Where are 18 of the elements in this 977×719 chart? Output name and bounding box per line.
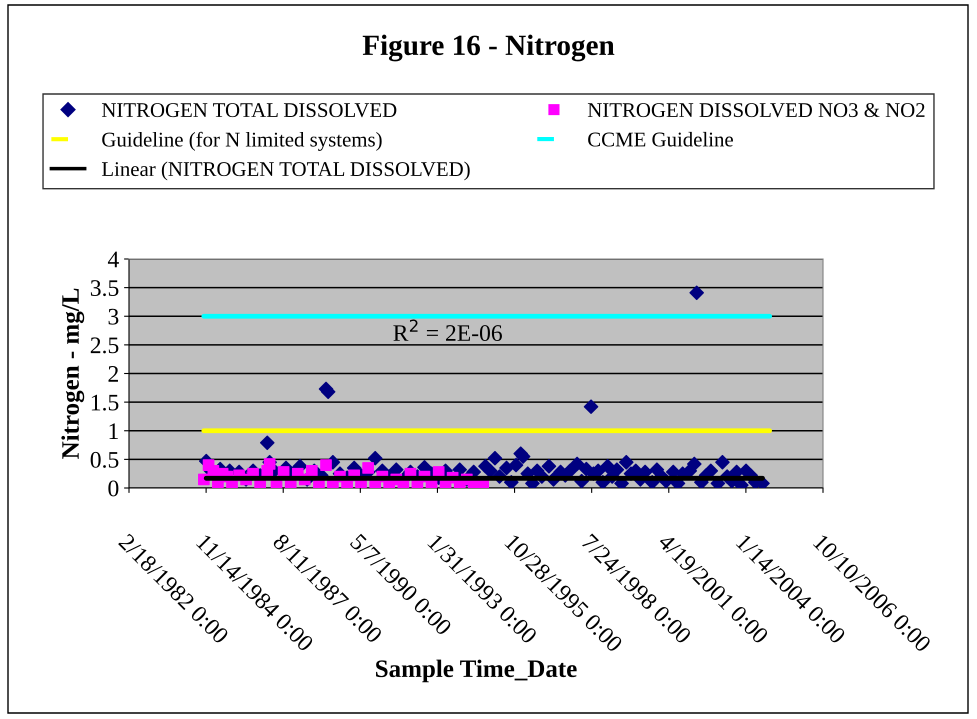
y-tick-label: 1.5 — [92, 394, 118, 411]
y-tick-label: 0.5 — [90, 452, 118, 468]
y-tick-label: 2 — [108, 366, 118, 382]
y-tick-label: 3 — [108, 308, 118, 325]
legend-label: NITROGEN DISSOLVED NO3 & NO2 — [588, 103, 924, 118]
legend-label: Linear (NITROGEN TOTAL DISSOLVED) — [102, 161, 470, 180]
legend-label: Guideline (for N limited systems) — [102, 132, 382, 151]
legend-label: NITROGEN TOTAL DISSOLVED — [102, 103, 396, 118]
y-tick-label: 1 — [110, 423, 118, 439]
y-axis-title: Nitrogen - mg/L — [61, 288, 84, 459]
x-axis-title: Sample Time_Date — [376, 660, 577, 682]
y-tick-label: 4 — [108, 252, 119, 268]
chart-title: Figure 16 - Nitrogen — [362, 34, 614, 62]
y-tick-label: 2.5 — [90, 337, 118, 354]
y-tick-label: 3.5 — [90, 280, 118, 296]
annotation: R$^{2}$ = 2E-06 — [393, 320, 502, 342]
y-tick-label: 0 — [108, 480, 118, 496]
legend-label: CCME Guideline — [588, 132, 733, 147]
